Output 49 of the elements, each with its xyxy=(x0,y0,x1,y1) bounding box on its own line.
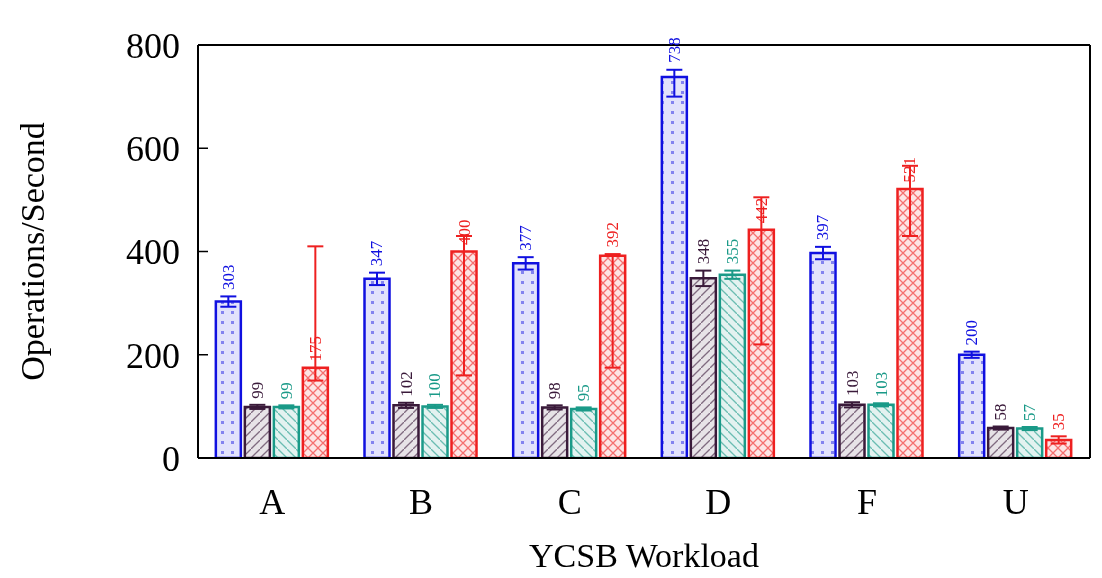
data-label: 397 xyxy=(813,214,833,241)
data-label: 99 xyxy=(276,382,296,400)
data-label: 98 xyxy=(545,382,565,400)
y-tick-label: 200 xyxy=(126,335,180,376)
data-label: 303 xyxy=(218,264,238,291)
y-tick-label: 400 xyxy=(126,232,180,273)
data-label: 99 xyxy=(247,381,267,399)
bar xyxy=(598,254,627,458)
bar xyxy=(421,405,449,458)
data-label: 35 xyxy=(1049,413,1069,431)
data-label: 355 xyxy=(722,238,742,265)
bar xyxy=(392,404,420,458)
bar xyxy=(867,403,895,458)
x-tick-label: D xyxy=(705,481,732,522)
bar xyxy=(363,277,391,458)
bar xyxy=(272,405,301,458)
data-label: 95 xyxy=(574,384,594,402)
y-tick-label: 800 xyxy=(126,25,180,66)
bar xyxy=(957,353,986,458)
x-tick-label: C xyxy=(557,481,582,522)
data-label: 348 xyxy=(693,238,713,265)
bar xyxy=(1015,427,1044,458)
y-tick-label: 0 xyxy=(162,438,180,479)
bar xyxy=(214,300,243,458)
bar xyxy=(540,406,569,458)
bar xyxy=(986,426,1015,458)
data-label: 738 xyxy=(664,37,684,63)
data-label: 103 xyxy=(871,371,891,398)
data-label: 102 xyxy=(396,371,416,397)
data-label: 200 xyxy=(962,319,982,346)
bar xyxy=(569,407,598,458)
data-label: 103 xyxy=(842,370,862,397)
data-label: 377 xyxy=(516,224,536,251)
x-tick-label: U xyxy=(1002,481,1029,522)
x-tick-label: F xyxy=(856,481,878,522)
x-tick-label: B xyxy=(408,481,434,522)
y-tick-label: 600 xyxy=(126,129,180,170)
x-tick-label: A xyxy=(259,481,286,522)
x-axis-title: YCSB Workload xyxy=(529,537,759,574)
data-label: 58 xyxy=(991,403,1011,421)
y-axis-title: Operations/Second xyxy=(14,122,52,381)
bar xyxy=(838,403,866,458)
data-label: 347 xyxy=(367,240,387,267)
bar xyxy=(243,405,272,458)
data-label: 100 xyxy=(425,373,445,399)
data-label: 392 xyxy=(603,222,623,248)
data-label: 57 xyxy=(1020,403,1040,421)
bar xyxy=(718,273,747,458)
bar xyxy=(809,251,837,458)
